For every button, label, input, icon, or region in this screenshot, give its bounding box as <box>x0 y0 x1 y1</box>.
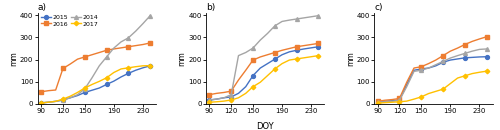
Y-axis label: mm: mm <box>10 51 18 66</box>
Text: DOY: DOY <box>256 122 274 130</box>
Legend: 2015, 2016, 2014, 2017: 2015, 2016, 2014, 2017 <box>40 14 99 27</box>
Text: c): c) <box>374 3 382 12</box>
Y-axis label: mm: mm <box>178 51 186 66</box>
Text: b): b) <box>206 3 215 12</box>
Text: a): a) <box>38 3 46 12</box>
Y-axis label: mm: mm <box>346 51 355 66</box>
